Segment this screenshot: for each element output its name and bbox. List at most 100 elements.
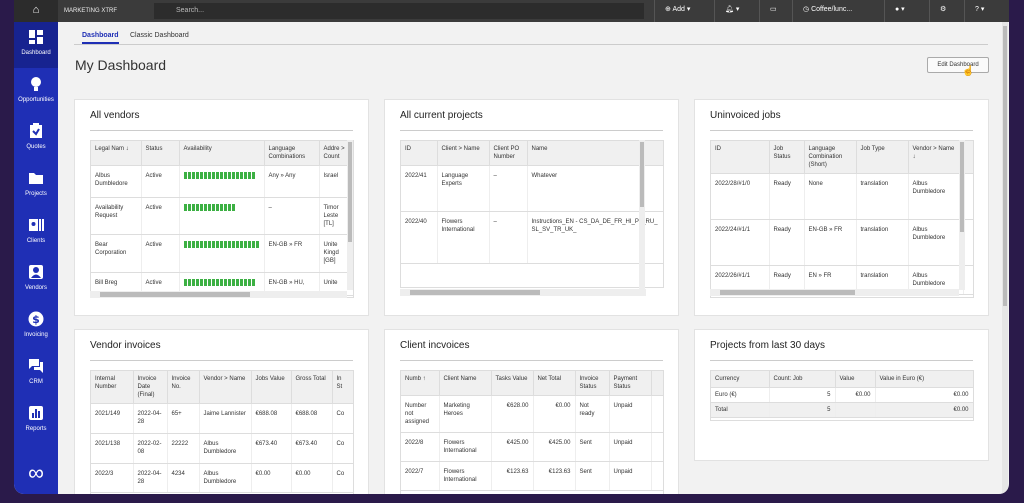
- sidebar-item-label: Quotes: [26, 144, 46, 150]
- vertical-scrollbar[interactable]: [639, 140, 645, 290]
- cell: [651, 395, 663, 433]
- chat-icon[interactable]: ▭: [759, 0, 787, 22]
- cell: Language Experts: [437, 165, 490, 212]
- gear-icon[interactable]: ⚙: [929, 0, 956, 22]
- sidebar-item-quotes[interactable]: Quotes: [14, 116, 58, 162]
- table-row[interactable]: 2022/40 Flowers International – Instruct…: [401, 211, 663, 264]
- cell: 2022/28/#1/0: [711, 173, 770, 220]
- cell: Unpaid: [609, 461, 652, 491]
- scrollbar-thumb[interactable]: [100, 292, 250, 297]
- table-row[interactable]: Bill Breg Active EN-GB » HU, Unite: [91, 272, 353, 296]
- cell: Ready: [769, 219, 805, 266]
- column-header[interactable]: Language Combination (Short): [804, 141, 857, 174]
- column-header[interactable]: ID: [401, 141, 438, 166]
- column-header[interactable]: Availability: [179, 141, 265, 166]
- sidebar-item-invoicing[interactable]: $ Invoicing: [14, 304, 58, 350]
- tab-dashboard[interactable]: Dashboard: [82, 32, 119, 44]
- vendors-table: Legal Nam ↓ Status Availability Language…: [90, 140, 354, 298]
- column-header[interactable]: Vendor > Name ↓: [908, 141, 964, 174]
- folder-icon: [27, 170, 45, 188]
- table-row[interactable]: 2021/149 2022-04-28 65+ Jaime Lannister …: [91, 403, 353, 434]
- column-header[interactable]: Value: [835, 371, 876, 388]
- column-header[interactable]: Jobs Value: [251, 371, 292, 404]
- horizontal-scrollbar[interactable]: [400, 289, 646, 296]
- card-title: Vendor invoices: [90, 340, 161, 351]
- column-header[interactable]: Currency: [711, 371, 770, 388]
- sidebar-item-dashboard[interactable]: Dashboard: [14, 22, 58, 68]
- cell: Unpaid: [609, 395, 652, 433]
- table-row[interactable]: 2021/138 2022-02-08 22222 Albus Dumbledo…: [91, 433, 353, 464]
- column-header[interactable]: Client Name: [439, 371, 492, 396]
- add-button[interactable]: ⊕ Add ▾: [654, 0, 700, 22]
- table-row[interactable]: 2022/7 Flowers International €123.63 €12…: [401, 461, 663, 491]
- column-header[interactable]: In St: [332, 371, 353, 404]
- column-header[interactable]: Payment Status: [609, 371, 652, 396]
- column-header[interactable]: Invoice No.: [167, 371, 200, 404]
- table-row[interactable]: Euro (€) 5 €0.00 €0.00: [711, 387, 973, 403]
- bell-icon[interactable]: 🔔︎ ▾: [714, 0, 749, 22]
- card-projects-last-30-days: Projects from last 30 days Currency Coun…: [694, 329, 989, 461]
- table-row[interactable]: Availability Request Active – Timor Lest…: [91, 197, 353, 235]
- cell: Total: [711, 402, 770, 418]
- table-row[interactable]: Number not assigned Marketing Heroes €62…: [401, 395, 663, 433]
- column-header[interactable]: Legal Nam ↓: [91, 141, 142, 166]
- column-header[interactable]: Job Type: [856, 141, 909, 174]
- cell: Albus Dumbledore: [908, 173, 964, 220]
- scrollbar-thumb[interactable]: [348, 142, 352, 242]
- column-header[interactable]: Vendor > Name: [199, 371, 252, 404]
- column-header[interactable]: Numb ↑: [401, 371, 440, 396]
- scrollbar-thumb[interactable]: [640, 142, 644, 207]
- scrollbar-thumb[interactable]: [960, 142, 964, 232]
- horizontal-scrollbar[interactable]: [710, 289, 959, 296]
- cell: Unpaid: [609, 432, 652, 462]
- sidebar-item-opportunities[interactable]: Opportunities: [14, 69, 58, 115]
- home-icon[interactable]: ⌂: [14, 0, 58, 22]
- cell: Co: [332, 463, 353, 493]
- vertical-scrollbar[interactable]: [347, 140, 353, 290]
- sidebar: Dashboard Opportunities Quotes Projects …: [14, 22, 58, 494]
- column-header[interactable]: Language Combinations: [264, 141, 320, 166]
- column-header[interactable]: Gross Total: [291, 371, 333, 404]
- sidebar-item-reports[interactable]: Reports: [14, 398, 58, 444]
- sidebar-item-clients[interactable]: Clients: [14, 210, 58, 256]
- column-header[interactable]: Count: Job: [769, 371, 836, 388]
- sidebar-item-vendors[interactable]: Vendors: [14, 257, 58, 303]
- cell: [963, 265, 973, 295]
- scrollbar-thumb[interactable]: [1003, 26, 1007, 306]
- sidebar-item-projects[interactable]: Projects: [14, 163, 58, 209]
- search-input[interactable]: Search...: [154, 3, 644, 19]
- table-row[interactable]: Albus Dumbledore Active Any » Any Israel: [91, 165, 353, 198]
- table-row[interactable]: 2022/3 2022-04-28 4234 Albus Dumbledore …: [91, 463, 353, 493]
- scrollbar-thumb[interactable]: [410, 290, 540, 295]
- column-header[interactable]: Tasks Value: [491, 371, 534, 396]
- timer-button[interactable]: ◷ Coffee/lunc...: [792, 0, 862, 22]
- column-header[interactable]: Value in Euro (€): [875, 371, 973, 388]
- table-row[interactable]: 2022/41 Language Experts – Whatever: [401, 165, 663, 212]
- column-header[interactable]: ID: [711, 141, 770, 174]
- column-header[interactable]: Status: [141, 141, 180, 166]
- table-row[interactable]: 2022/24/#1/1 Ready EN-GB » FR translatio…: [711, 219, 973, 266]
- sidebar-item-crm[interactable]: CRM: [14, 351, 58, 397]
- page-scrollbar[interactable]: [1002, 22, 1008, 494]
- scrollbar-thumb[interactable]: [720, 290, 855, 295]
- cell: Albus Dumbledore: [199, 463, 252, 493]
- column-header[interactable]: Net Total: [533, 371, 576, 396]
- cell: Not ready: [575, 395, 610, 433]
- user-icon[interactable]: ● ▾: [884, 0, 915, 22]
- column-header[interactable]: Invoice Status: [575, 371, 610, 396]
- column-header[interactable]: Invoice Date (Final): [133, 371, 168, 404]
- column-header[interactable]: Internal Number: [91, 371, 134, 404]
- edit-dashboard-button[interactable]: Edit Dashboard: [927, 57, 989, 73]
- table-row[interactable]: 2022/28/#1/0 Ready None translation Albu…: [711, 173, 973, 220]
- cell: –: [489, 165, 528, 212]
- vertical-scrollbar[interactable]: [959, 140, 965, 290]
- tab-classic-dashboard[interactable]: Classic Dashboard: [130, 32, 189, 39]
- column-header[interactable]: Client > Name: [437, 141, 490, 166]
- horizontal-scrollbar[interactable]: [90, 291, 347, 298]
- column-header[interactable]: Job Status: [769, 141, 805, 174]
- cell: 2022-04-28: [133, 463, 168, 493]
- column-header[interactable]: Client PO Number: [489, 141, 528, 166]
- help-icon[interactable]: ? ▾: [964, 0, 994, 22]
- table-row[interactable]: 2022/8 Flowers International €425.00 €42…: [401, 432, 663, 462]
- table-row[interactable]: Bear Corporation Active EN-GB » FR Unite…: [91, 234, 353, 273]
